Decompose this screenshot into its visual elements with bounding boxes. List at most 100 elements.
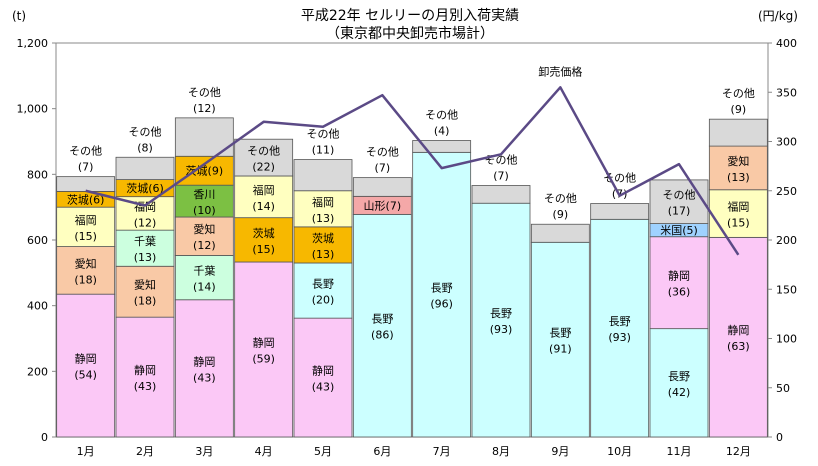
segment-share-label: (93) [608,331,631,344]
segment-name-label: その他 [69,145,102,158]
segment-share-label: (9) [553,208,569,221]
bar-segment [352,177,412,197]
segment-share-label: (7) [78,161,94,174]
y2-tick-label: 0 [776,431,783,444]
bar-segment [293,317,353,438]
x-tick-label: 2月 [136,445,154,458]
bar-segment [471,202,531,438]
segment-name-label: 静岡 [75,352,97,366]
x-tick-label: 11月 [667,445,692,458]
segment-name-label: 静岡 [134,363,156,377]
segment-share-label: (12) [134,216,157,229]
segment-share-label: (36) [668,286,691,299]
segment-share-label: (7) [375,162,391,175]
segment-name-label: 香川 [193,188,215,201]
price-line [85,86,740,256]
segment-share-label: (22) [252,161,275,174]
segment-name-label: 福岡 [312,195,334,209]
segment-share-label: (14) [193,281,216,294]
segment-share-label: (54) [74,369,97,382]
segment-name-label: その他 [307,128,340,141]
x-tick-label: 4月 [255,445,273,458]
segment-share-label: (86) [371,329,394,342]
segment-name-label: 茨城 [253,226,275,240]
x-tick-label: 9月 [551,445,569,458]
bar-segment [530,241,590,438]
segment-name-label: その他 [129,125,162,138]
segment-name-label: その他 [425,109,458,122]
segment-name-label: その他 [663,189,696,202]
bar-segment [649,179,709,224]
y-tick-label: 200 [27,365,48,378]
segment-share-label: (14) [252,200,275,213]
y2-tick-label: 100 [776,333,797,346]
segment-label: 山形(7) [364,199,402,212]
segment-share-label: (15) [252,243,275,256]
segment-name-label: その他 [544,192,577,205]
segment-name-label: 愛知 [75,256,97,270]
price-line-group: 卸売価格 [85,64,740,256]
x-tick-label: 10月 [607,445,632,458]
bar-segment [471,185,531,204]
bar-segment [234,217,294,263]
segment-name-label: 福岡 [253,183,275,197]
segment-name-label: 千葉 [193,264,215,278]
segment-share-label: (15) [74,230,97,243]
segment-name-label: その他 [188,86,221,99]
y2-tick-label: 350 [776,86,797,99]
segment-name-label: 長野 [371,313,393,326]
segment-share-label: (11) [312,144,335,157]
segment-share-label: (13) [312,212,335,225]
segment-share-label: (59) [252,352,275,365]
price-series-label: 卸売価格 [538,64,582,78]
bar-segment [174,184,234,218]
bar-segment [234,261,294,438]
segment-share-label: (8) [137,141,153,154]
y-tick-label: 0 [41,431,48,444]
segment-share-label: (12) [193,239,216,252]
y2-tick-label: 250 [776,185,797,198]
segment-share-label: (10) [193,204,216,217]
chart-title: 平成22年 セルリーの月別入荷実績 [301,8,519,24]
bar-segment [590,203,650,220]
segment-share-label: (13) [134,251,157,264]
segment-share-label: (7) [493,169,509,182]
bar-segment [115,229,175,267]
bar-segment [56,176,116,192]
segment-name-label: 静岡 [727,323,749,337]
x-tick-label: 1月 [77,445,95,458]
bar-segment [293,190,353,228]
x-tick-label: 8月 [492,445,510,458]
bar-segment [174,216,234,256]
segment-name-label: 静岡 [312,364,334,378]
bar-segment [649,328,709,438]
segment-name-label: 千葉 [134,234,156,248]
segment-label: 茨城(6) [67,192,105,206]
segment-share-label: (43) [134,380,157,393]
y2-tick-label: 400 [776,37,797,50]
y-tick-label: 600 [27,234,48,247]
bar-segment [412,151,472,438]
bar-segment [56,246,116,295]
segment-label: 茨城(9) [186,164,224,178]
segment-name-label: 長野 [549,327,571,340]
segment-share-label: (15) [727,217,750,230]
segment-share-label: (43) [312,381,335,394]
segment-share-label: (13) [727,171,750,184]
y2-tick-label: 150 [776,283,797,296]
bar-segment [115,156,175,180]
y-tick-label: 400 [27,300,48,313]
segment-share-label: (96) [430,298,453,311]
bar-segment [530,223,590,243]
segment-share-label: (4) [434,125,450,138]
bar-segment [412,140,472,153]
bar-segment [708,189,768,238]
segment-share-label: (91) [549,343,572,356]
y-tick-label: 800 [27,168,48,181]
segment-share-label: (18) [74,273,97,286]
bar-segment [708,236,768,438]
segment-share-label: (42) [668,386,691,399]
stacked-bars: 静岡 (54) 愛知 (18) 福岡 (15) 茨城(6) その他 (7) 静岡 (43) 愛知 (18… [56,86,768,438]
axes: 0 200 400 600 800 1,000 1,200 0 50 100 150 200 250 30… [17,37,798,458]
